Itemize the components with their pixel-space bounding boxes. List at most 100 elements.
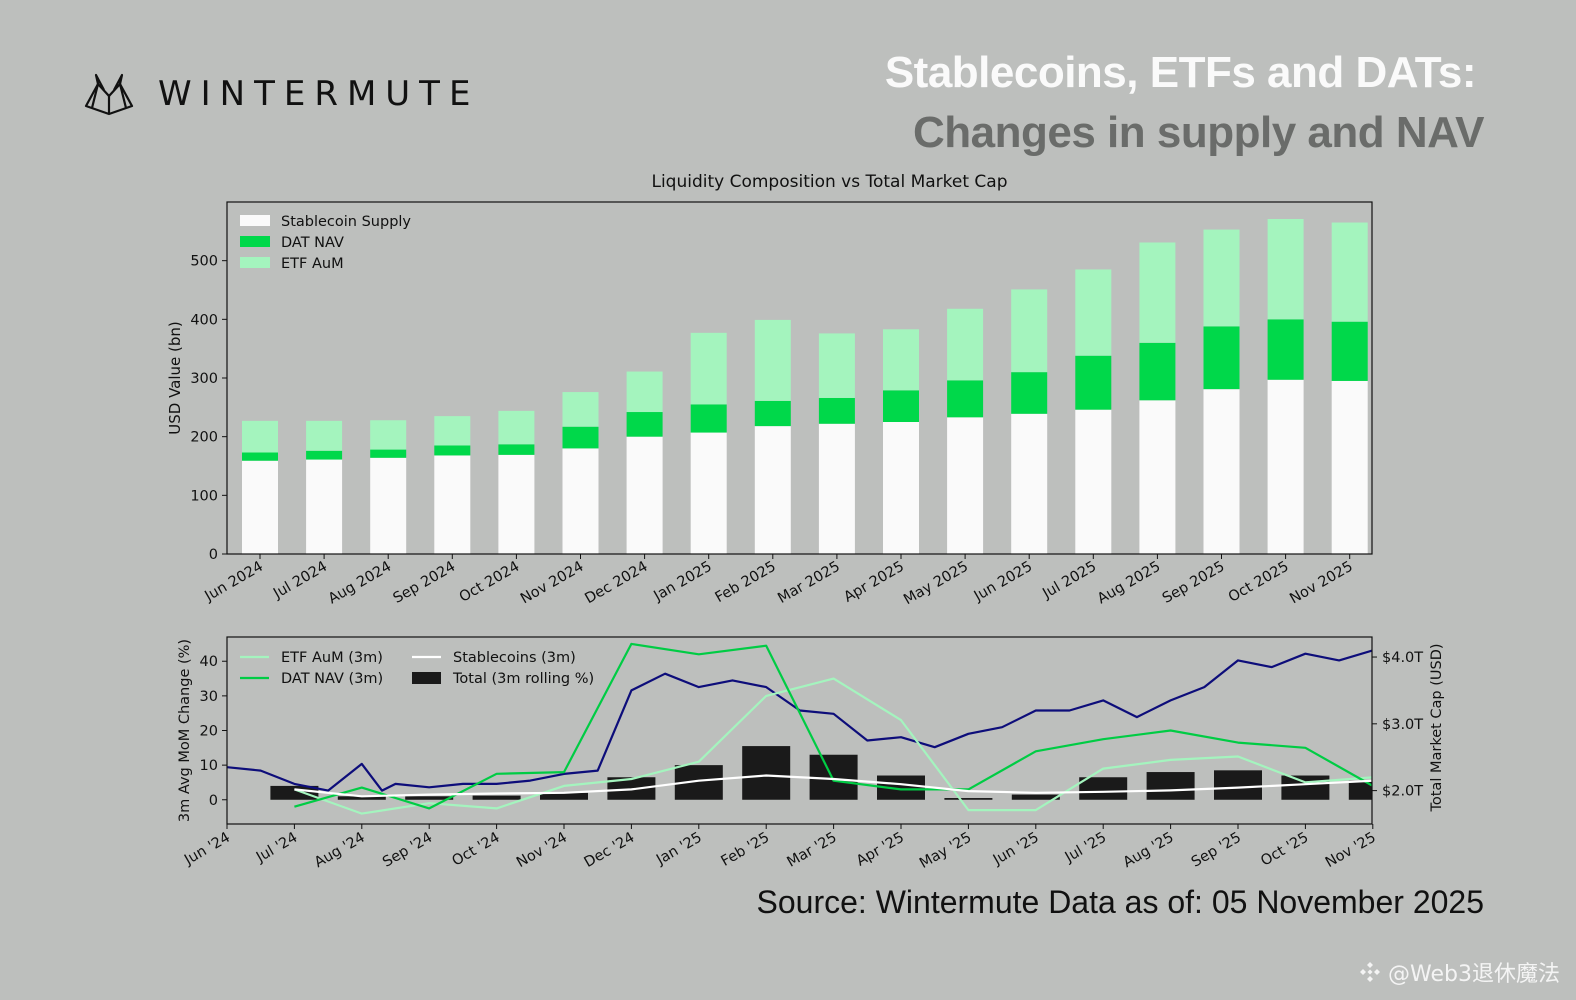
bar-stablecoin-supply-8 bbox=[754, 426, 791, 554]
total-bar-8 bbox=[742, 746, 791, 800]
bar-etf-aum-1 bbox=[306, 420, 343, 451]
page-title-line2: Changes in supply and NAV bbox=[913, 108, 1484, 157]
chart2-ytick-label: 30 bbox=[200, 689, 218, 705]
diamond-logo-icon bbox=[1360, 962, 1381, 982]
watermark-text: @Web3退休魔法 bbox=[1388, 962, 1560, 987]
bar-stablecoin-supply-12 bbox=[1011, 413, 1048, 554]
chart1-xtick-label: Oct 2025 bbox=[1226, 559, 1292, 606]
chart2-xtick-label: Apr '25 bbox=[854, 830, 907, 870]
bar-etf-aum-6 bbox=[626, 371, 663, 413]
chart2-ytick-label: 0 bbox=[209, 793, 218, 809]
chart2-xtick-label: Sep '24 bbox=[380, 830, 435, 871]
total-bar-13 bbox=[1079, 777, 1128, 800]
bar-dat-nav-1 bbox=[306, 450, 343, 460]
total-bar-1 bbox=[270, 785, 319, 800]
chart1-ytick-label: 300 bbox=[190, 371, 218, 387]
chart2-ytick-label: 40 bbox=[200, 654, 218, 670]
bar-stablecoin-supply-1 bbox=[306, 459, 343, 554]
chart1-ytick-label: 100 bbox=[190, 488, 218, 504]
source-caption: Source: Wintermute Data as of: 05 Novemb… bbox=[756, 884, 1484, 920]
chart2-legend-swatch bbox=[412, 672, 441, 684]
bar-stablecoin-supply-3 bbox=[434, 455, 471, 554]
bar-stablecoin-supply-9 bbox=[818, 423, 855, 554]
chart1-legend-label: DAT NAV bbox=[281, 235, 344, 251]
chart1-xtick-label: Sep 2024 bbox=[391, 559, 459, 607]
chart2-right-tick-label: $2.0T bbox=[1382, 784, 1423, 800]
chart1-xtick-label: Oct 2024 bbox=[457, 559, 523, 606]
chart1-ylabel: USD Value (bn) bbox=[166, 321, 184, 435]
chart1-legend-label: ETF AuM bbox=[281, 256, 344, 272]
chart1-xtick-label: Jan 2025 bbox=[651, 559, 715, 605]
mom-change-chart: 0 10 20 30 40 $2.0T $3.0T $4.0T Jun '24 Jul '24 Au… bbox=[177, 636, 1445, 872]
chart2-xtick-label: Jul '25 bbox=[1062, 830, 1109, 867]
total-bar-17 bbox=[1348, 780, 1372, 800]
chart2-xtick-label: Feb '25 bbox=[719, 830, 773, 870]
chart2-xtick-label: Jun '24 bbox=[181, 830, 233, 869]
chart2-xtick-label: Oct '24 bbox=[449, 830, 502, 870]
chart1-xtick-label: Sep 2025 bbox=[1160, 559, 1228, 607]
chart1-xtick-label: Feb 2025 bbox=[713, 559, 779, 606]
chart1-ytick-label: 400 bbox=[190, 312, 218, 328]
bar-etf-aum-8 bbox=[754, 319, 791, 401]
bar-dat-nav-16 bbox=[1267, 319, 1304, 380]
bar-stablecoin-supply-14 bbox=[1139, 400, 1176, 554]
bar-etf-aum-10 bbox=[883, 329, 919, 391]
bar-stablecoin-supply-15 bbox=[1203, 389, 1240, 554]
chart2-legend-label: Stablecoins (3m) bbox=[453, 650, 576, 666]
chart1-ytick-label: 500 bbox=[190, 254, 218, 270]
bar-dat-nav-11 bbox=[947, 380, 984, 418]
chart2-xtick-label: Nov '25 bbox=[1323, 830, 1379, 872]
chart2-xtick-label: May '25 bbox=[917, 830, 974, 872]
bar-etf-aum-14 bbox=[1139, 242, 1176, 343]
bar-dat-nav-15 bbox=[1203, 326, 1240, 390]
chart1-xtick-label: Jul 2024 bbox=[270, 559, 330, 603]
bar-dat-nav-10 bbox=[883, 390, 919, 422]
wintermute-logo: WINTERMUTE bbox=[82, 72, 479, 116]
bar-dat-nav-3 bbox=[434, 445, 471, 456]
bar-etf-aum-5 bbox=[562, 392, 599, 427]
total-bar-12 bbox=[1011, 794, 1060, 800]
bar-dat-nav-9 bbox=[818, 397, 855, 424]
total-bar-2 bbox=[337, 796, 386, 800]
chart1-xtick-label: Dec 2024 bbox=[582, 559, 650, 608]
bar-stablecoin-supply-7 bbox=[690, 432, 727, 554]
chart1-ytick-label: 0 bbox=[209, 547, 218, 563]
bar-dat-nav-12 bbox=[1011, 372, 1048, 414]
stacked-bar-chart: Liquidity Composition vs Total Market Ca… bbox=[166, 172, 1373, 608]
bar-dat-nav-8 bbox=[754, 400, 791, 427]
total-bar-5 bbox=[540, 792, 588, 800]
chart2-ytick-label: 10 bbox=[200, 758, 218, 774]
bar-etf-aum-15 bbox=[1203, 229, 1240, 327]
chart1-legend-label: Stablecoin Supply bbox=[281, 214, 411, 230]
chart2-xtick-label: Dec '24 bbox=[582, 830, 638, 871]
bar-etf-aum-0 bbox=[242, 420, 278, 453]
page-title-line1: Stablecoins, ETFs and DATs: bbox=[884, 48, 1477, 97]
chart1-xtick-label: Jun 2024 bbox=[202, 559, 266, 605]
chart2-xtick-label: Jun '25 bbox=[990, 830, 1042, 869]
bar-dat-nav-2 bbox=[370, 449, 407, 458]
chart1-xtick-label: Mar 2025 bbox=[775, 559, 843, 607]
chart2-xtick-label: Mar '25 bbox=[784, 830, 839, 871]
watermark: @Web3退休魔法 bbox=[1358, 956, 1560, 988]
wintermute-logo-icon bbox=[84, 73, 134, 116]
bar-stablecoin-supply-10 bbox=[883, 422, 919, 554]
chart2-right-tick-label: $3.0T bbox=[1382, 717, 1423, 733]
chart1-xtick-label: Aug 2025 bbox=[1095, 559, 1163, 608]
chart1-frame bbox=[226, 201, 1373, 555]
total-bar-3 bbox=[405, 796, 454, 800]
chart2-xtick-label: Aug '25 bbox=[1121, 830, 1177, 872]
chart2-xtick-label: Nov '24 bbox=[514, 830, 570, 872]
chart2-ylabel: 3m Avg MoM Change (%) bbox=[177, 639, 193, 822]
chart1-legend-swatch bbox=[240, 257, 270, 268]
brand-name: WINTERMUTE bbox=[158, 74, 480, 114]
total-bar-14 bbox=[1146, 772, 1195, 800]
bar-stablecoin-supply-6 bbox=[626, 436, 663, 554]
bar-etf-aum-16 bbox=[1267, 219, 1304, 320]
chart1-ytick-label: 200 bbox=[190, 430, 218, 446]
chart2-ytick-label: 20 bbox=[200, 724, 218, 740]
chart1-xtick-label: Apr 2025 bbox=[841, 559, 907, 606]
bar-etf-aum-7 bbox=[690, 332, 727, 405]
bar-dat-nav-5 bbox=[562, 426, 599, 449]
chart2-xtick-label: Aug '24 bbox=[312, 830, 368, 872]
